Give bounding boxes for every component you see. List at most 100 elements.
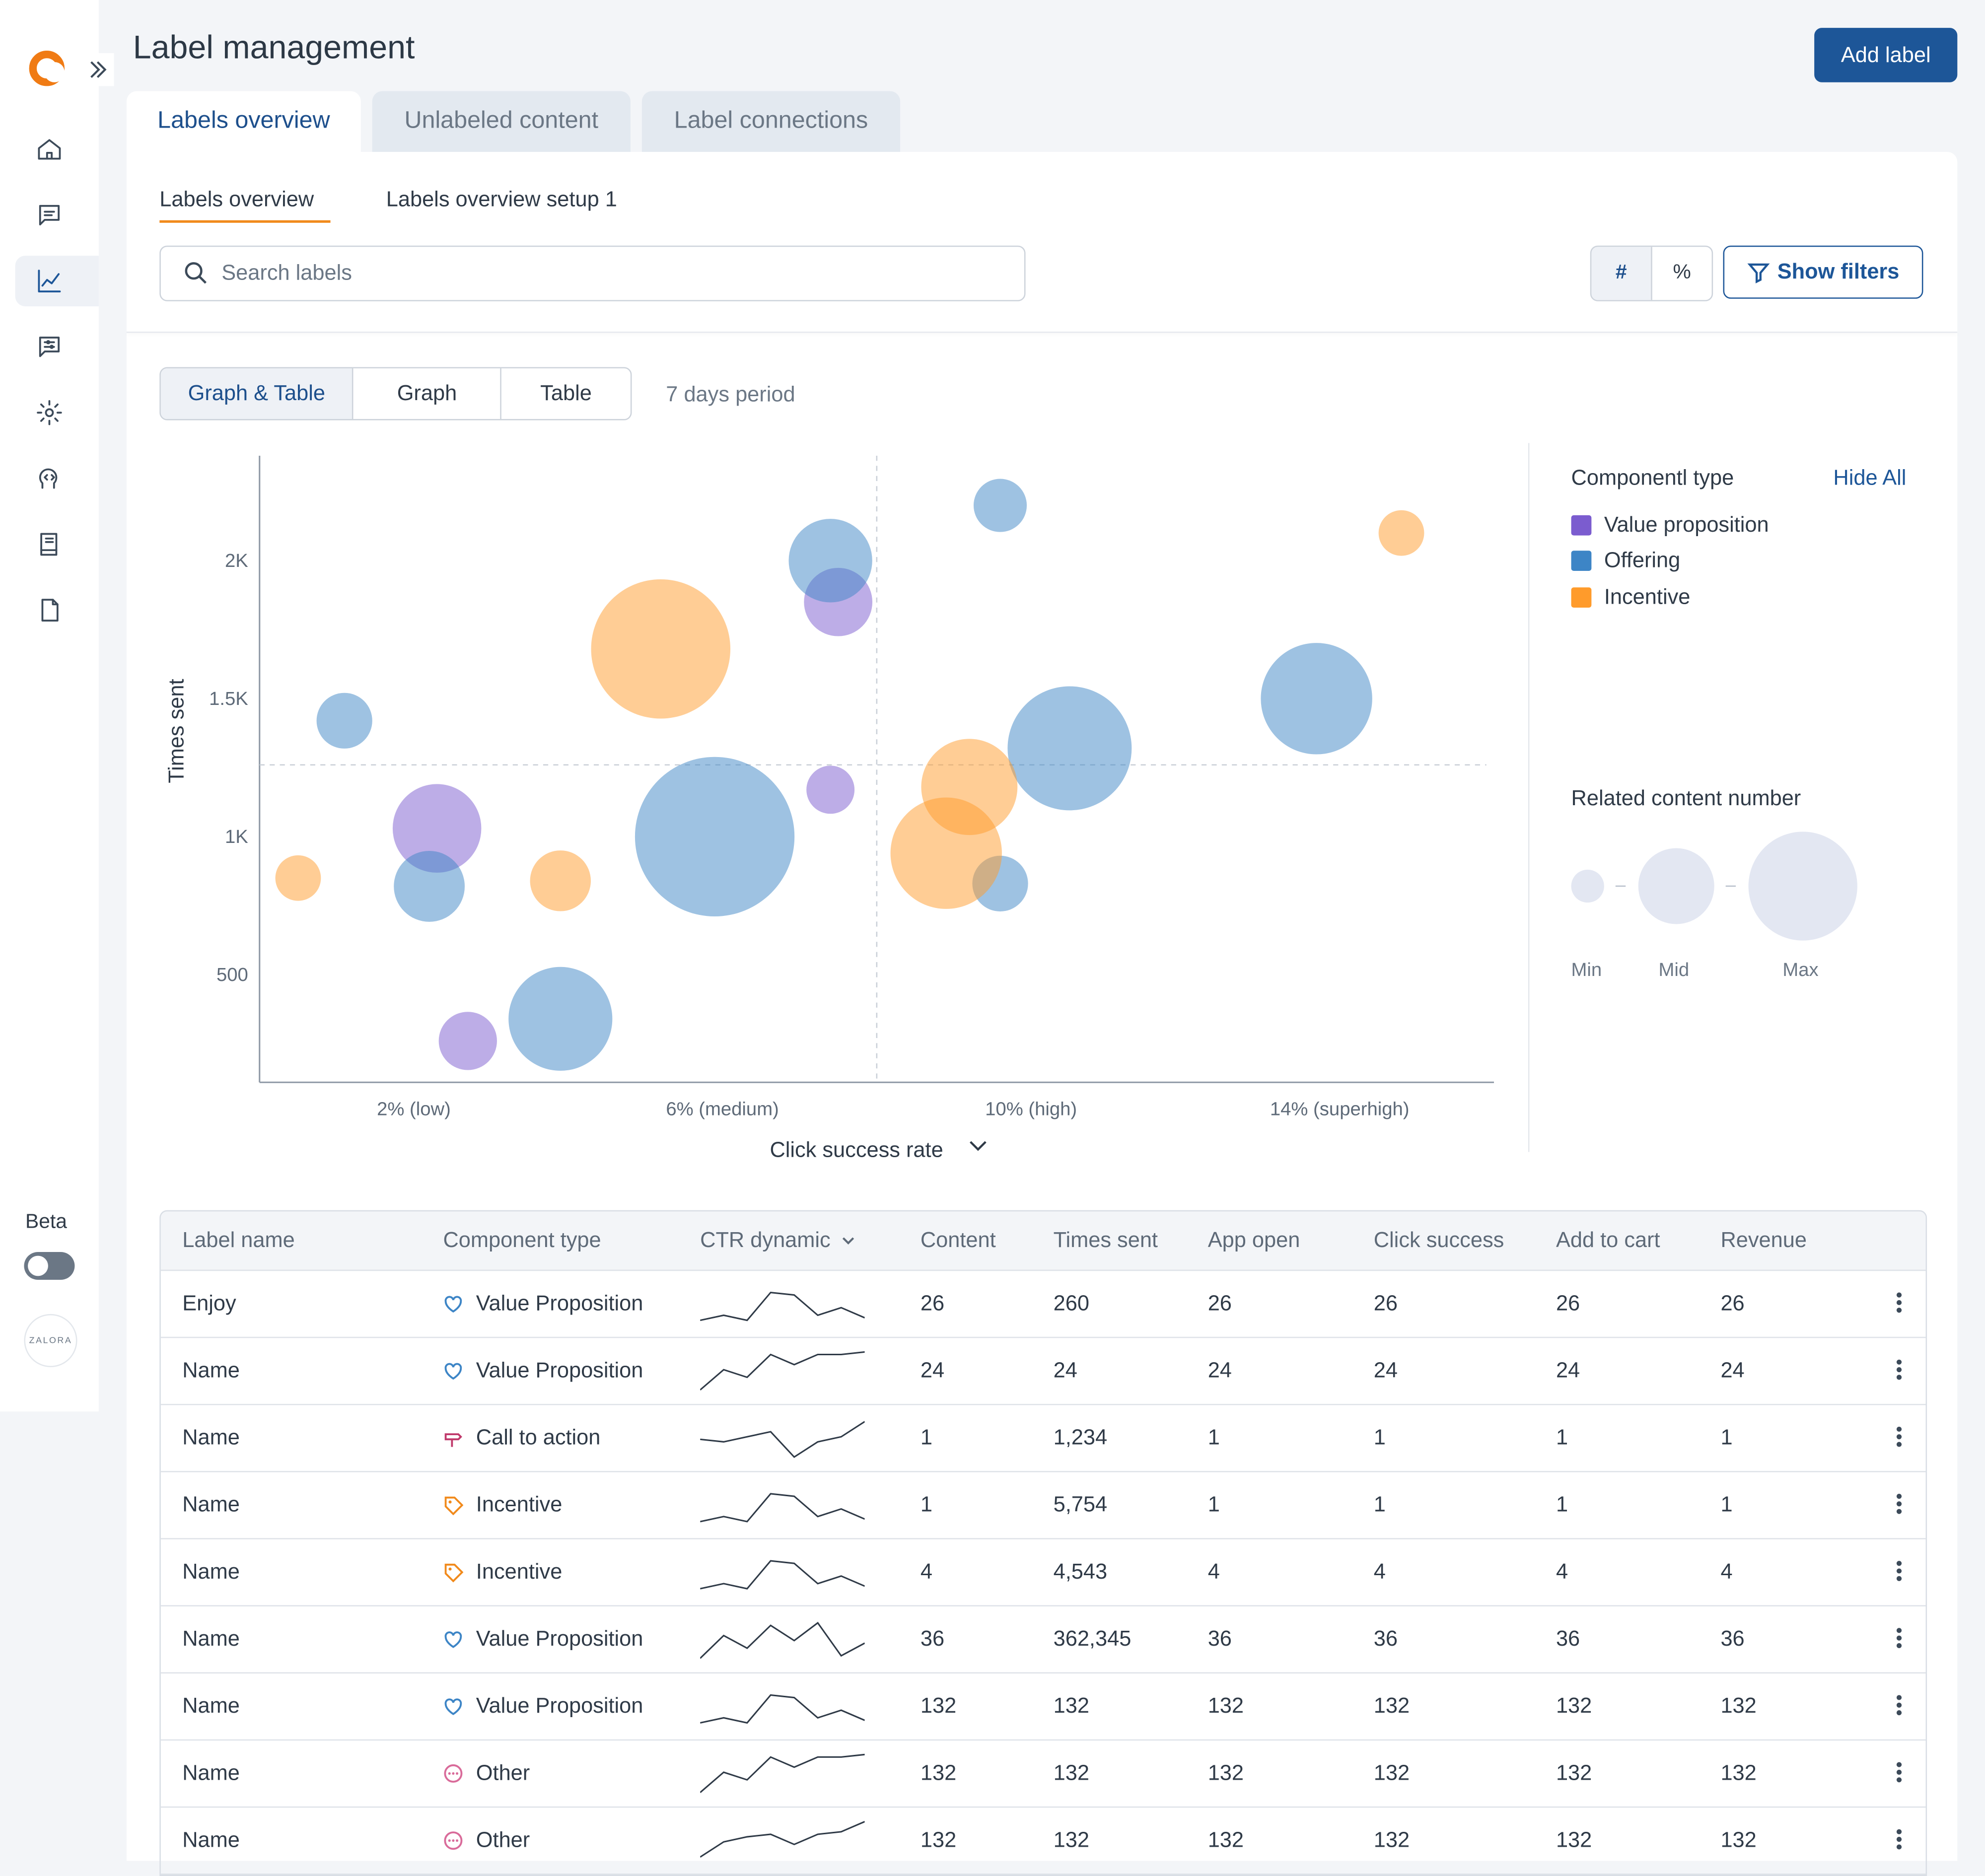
row-menu-icon[interactable] — [1895, 1762, 1903, 1785]
size-max-label: Max — [1782, 959, 1819, 981]
subtab-labels-overview[interactable]: Labels overview — [159, 187, 314, 211]
cell-app-open: 26 — [1207, 1291, 1232, 1316]
table-row[interactable]: Name Other 132 132 132 132 132 132 — [160, 1807, 1926, 1875]
cell-ctr-sparkline — [700, 1673, 865, 1739]
view-table-button[interactable]: Table — [540, 381, 592, 405]
col-times-sent[interactable]: Times sent — [1053, 1228, 1158, 1252]
tab-labels-overview[interactable]: Labels overview — [127, 91, 361, 152]
ai-head-icon[interactable] — [33, 462, 66, 495]
show-filters-button[interactable]: Show filters — [1723, 245, 1923, 299]
search-box — [159, 245, 1026, 301]
beta-toggle[interactable] — [24, 1251, 75, 1280]
component-type-label: Incentive — [476, 1559, 563, 1584]
home-icon[interactable] — [33, 133, 66, 166]
table-row[interactable]: Name Value Proposition 132 132 132 132 132 132 — [160, 1673, 1926, 1741]
row-menu-icon[interactable] — [1895, 1829, 1903, 1852]
beta-toggle-knob — [28, 1255, 48, 1276]
row-menu-icon[interactable] — [1895, 1628, 1903, 1651]
table-row[interactable]: Name Incentive 1 5,754 1 1 1 1 — [160, 1472, 1926, 1539]
dots-circle-icon — [444, 1764, 463, 1783]
size-legend — [1571, 832, 1857, 941]
subtab-active-underline — [159, 220, 331, 223]
table-row[interactable]: Name Value Proposition 24 24 24 24 24 24 — [160, 1338, 1926, 1405]
row-menu-icon[interactable] — [1895, 1426, 1903, 1450]
legend-item-label: Value proposition — [1604, 512, 1769, 537]
cell-content: 1 — [920, 1492, 932, 1517]
row-menu-icon[interactable] — [1895, 1561, 1903, 1584]
search-input[interactable] — [219, 247, 1009, 300]
cell-app-open: 1 — [1207, 1425, 1220, 1450]
bubble-incentive — [890, 797, 1002, 909]
expand-sidebar-icon[interactable] — [81, 53, 114, 86]
row-menu-icon[interactable] — [1895, 1359, 1903, 1383]
cell-revenue: 36 — [1720, 1626, 1745, 1651]
row-menu-icon[interactable] — [1895, 1494, 1903, 1517]
cell-name: Name — [182, 1693, 240, 1718]
table-header-row: Label name Component type CTR dynamic Co… — [160, 1211, 1926, 1271]
tag-icon — [444, 1496, 464, 1516]
table-row[interactable]: Name Call to action 1 1,234 1 1 1 1 — [160, 1405, 1926, 1472]
hide-all-link[interactable]: Hide All — [1833, 466, 1907, 490]
add-label-button[interactable]: Add label — [1814, 28, 1958, 82]
table-body: Enjoy Value Proposition 26 260 26 26 26 26 Name V… — [160, 1271, 1926, 1875]
col-ctr-dynamic[interactable]: CTR dynamic — [700, 1211, 856, 1269]
legend-item-value-proposition[interactable]: Value proposition — [1571, 513, 1769, 538]
message-settings-icon[interactable] — [33, 331, 66, 363]
bubble-value-proposition — [806, 765, 855, 814]
gear-icon[interactable] — [33, 396, 66, 429]
view-graph-button[interactable]: Graph — [354, 368, 502, 419]
page-title: Label management — [133, 28, 415, 66]
legend-item-label: Offering — [1604, 548, 1681, 572]
col-app-open[interactable]: App open — [1207, 1228, 1300, 1252]
cell-click-success: 36 — [1373, 1626, 1398, 1651]
chat-icon[interactable] — [33, 199, 66, 231]
y-tick-label: 500 — [216, 964, 248, 985]
unit-count-button[interactable]: # — [1591, 247, 1652, 300]
table-row[interactable]: Name Other 132 132 132 132 132 132 — [160, 1740, 1926, 1808]
table-row[interactable]: Enjoy Value Proposition 26 260 26 26 26 26 — [160, 1271, 1926, 1338]
unit-percent-button[interactable]: % — [1673, 262, 1691, 284]
book-icon[interactable] — [33, 528, 66, 560]
col-add-to-cart[interactable]: Add to cart — [1556, 1228, 1660, 1252]
col-label-name[interactable]: Label name — [182, 1228, 295, 1252]
cell-ctr-sparkline — [700, 1271, 865, 1337]
tab-unlabeled-content[interactable]: Unlabeled content — [372, 91, 631, 152]
subtab-labels-overview-setup[interactable]: Labels overview setup 1 — [386, 187, 617, 211]
cell-add-to-cart: 4 — [1556, 1559, 1568, 1584]
col-component-type[interactable]: Component type — [443, 1228, 601, 1252]
bubble-offering — [316, 693, 372, 749]
cell-ctr-sparkline — [700, 1807, 865, 1874]
size-mid-label: Mid — [1658, 959, 1690, 981]
col-revenue[interactable]: Revenue — [1720, 1228, 1807, 1252]
ctr-sparkline — [700, 1694, 865, 1724]
app-logo[interactable] — [28, 48, 71, 91]
table-row[interactable]: Name Value Proposition 36 362,345 36 36 36 36 — [160, 1606, 1926, 1674]
table-row[interactable]: Name Incentive 4 4,543 4 4 4 4 — [160, 1539, 1926, 1606]
document-icon[interactable] — [33, 594, 66, 626]
chart-icon[interactable] — [33, 265, 66, 297]
legend-swatch — [1571, 515, 1592, 536]
tab-label-connections[interactable]: Label connections — [641, 91, 901, 152]
org-avatar[interactable]: ZALORA — [24, 1314, 77, 1367]
cell-app-open: 132 — [1207, 1761, 1244, 1785]
view-graph-table-button[interactable]: Graph & Table — [160, 368, 354, 419]
cell-times-sent: 362,345 — [1053, 1626, 1132, 1651]
col-click-success[interactable]: Click success — [1373, 1228, 1504, 1252]
y-axis-label: Times sent — [165, 679, 189, 783]
tag-icon — [444, 1563, 464, 1583]
legend-item-offering[interactable]: Offering — [1571, 548, 1681, 573]
component-type-label: Incentive — [476, 1492, 563, 1517]
y-tick-label: 1K — [225, 826, 248, 847]
x-axis-chevron-down-icon[interactable] — [970, 1141, 987, 1151]
component-type-label: Value Proposition — [476, 1693, 643, 1718]
row-menu-icon[interactable] — [1895, 1695, 1903, 1718]
legend-item-incentive[interactable]: Incentive — [1571, 585, 1690, 610]
cell-revenue: 24 — [1720, 1358, 1745, 1383]
row-menu-icon[interactable] — [1895, 1292, 1903, 1316]
bubble-incentive — [530, 850, 591, 911]
sidebar — [0, 0, 114, 1412]
cell-content: 24 — [920, 1358, 945, 1383]
cell-content: 132 — [920, 1761, 957, 1785]
col-content[interactable]: Content — [920, 1228, 996, 1252]
cell-revenue: 1 — [1720, 1425, 1733, 1450]
